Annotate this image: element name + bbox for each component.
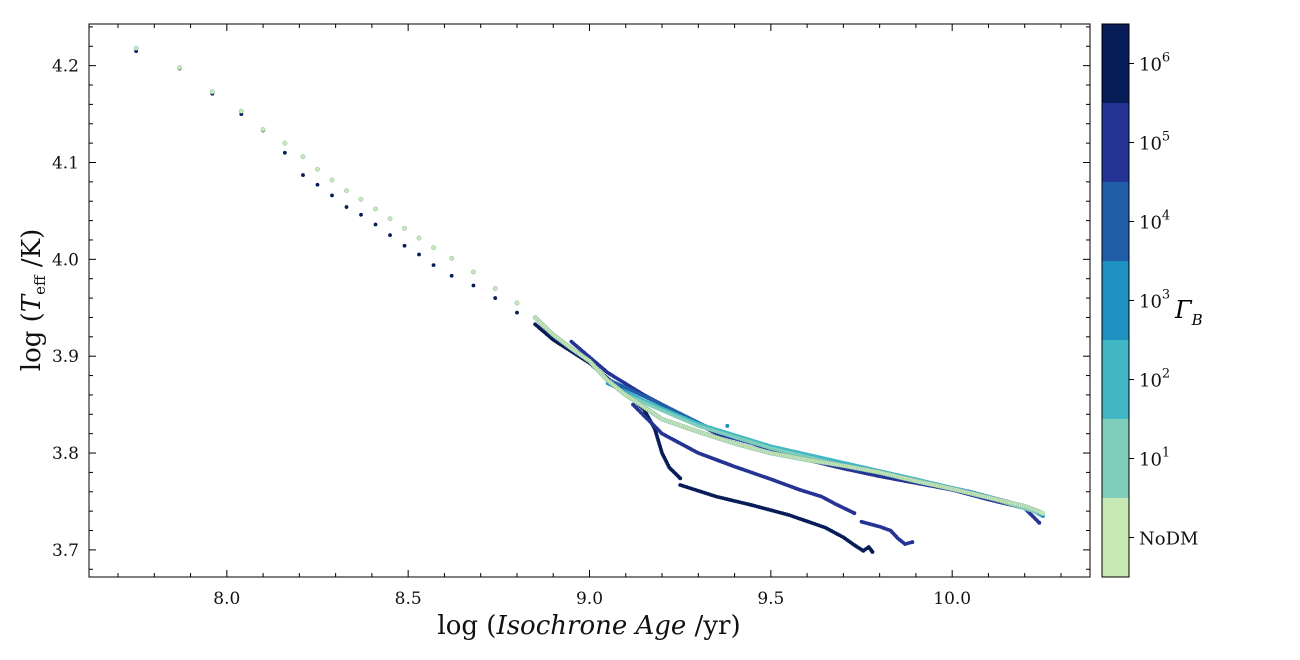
data-point xyxy=(515,310,519,315)
scatter-points-layer xyxy=(133,45,1045,554)
colorbar-tick-labels: NoDM 101 102 103 104 105 106 xyxy=(1129,51,1198,550)
data-point xyxy=(260,127,266,132)
data-point xyxy=(852,511,857,516)
data-point xyxy=(678,476,683,481)
colorbar-tick-label: 103 xyxy=(1139,288,1170,313)
data-point xyxy=(402,243,407,248)
colorbar-tick-label: 106 xyxy=(1139,51,1170,76)
colorbar-tick-label: NoDM xyxy=(1139,529,1198,550)
colorbar-segment xyxy=(1102,24,1129,103)
data-point xyxy=(359,212,363,217)
colorbar-segment xyxy=(1102,498,1129,577)
data-point xyxy=(1037,520,1042,525)
axis-ticks xyxy=(89,24,1090,577)
data-point xyxy=(344,188,349,193)
data-point xyxy=(358,196,364,202)
colorbar-tick-label: 101 xyxy=(1139,446,1170,471)
data-point xyxy=(330,193,334,198)
colorbar-segment xyxy=(1102,419,1129,498)
data-point xyxy=(300,154,306,160)
data-point xyxy=(315,182,320,187)
data-point xyxy=(329,177,335,183)
data-point xyxy=(388,233,392,238)
data-point xyxy=(471,283,476,288)
colorbar-segment xyxy=(1102,340,1129,419)
data-point xyxy=(493,296,498,300)
data-point xyxy=(492,285,498,291)
data-point xyxy=(416,235,422,241)
colorbar-segment xyxy=(1102,103,1129,182)
y-tick-label: 4.2 xyxy=(52,57,79,77)
colorbar-tick-label: 102 xyxy=(1139,367,1170,392)
colorbar-title: ΓB xyxy=(1174,296,1203,329)
data-point xyxy=(431,263,436,268)
colorbar-segment xyxy=(1102,261,1129,340)
data-point xyxy=(315,166,320,172)
y-tick-label: 4.0 xyxy=(52,250,79,270)
y-tick-label: 3.7 xyxy=(52,541,79,561)
y-tick-label: 3.8 xyxy=(52,444,79,464)
x-axis-label: log (Isochrone Age /yr) xyxy=(437,611,740,641)
data-point xyxy=(402,225,407,231)
x-tick-label: 8.5 xyxy=(395,589,422,609)
x-tick-label: 8.0 xyxy=(213,589,240,609)
colorbar-tick-label: 104 xyxy=(1139,209,1170,234)
y-tick-label: 4.1 xyxy=(52,153,79,173)
data-point xyxy=(344,205,349,209)
data-point xyxy=(387,216,393,222)
data-point xyxy=(133,45,139,51)
plot-frame xyxy=(88,23,1091,578)
colorbar-segment xyxy=(1102,182,1129,261)
y-tick-labels: 3.7 3.8 3.9 4.0 4.1 4.2 xyxy=(52,57,79,561)
data-point xyxy=(177,65,183,70)
colorbar xyxy=(1102,24,1129,577)
data-point xyxy=(282,150,287,155)
data-point xyxy=(238,108,244,114)
x-tick-label: 10.0 xyxy=(933,589,971,609)
data-point xyxy=(431,245,436,251)
y-tick-label: 3.9 xyxy=(52,347,79,367)
data-point xyxy=(373,222,378,227)
data-point xyxy=(514,300,520,306)
data-point xyxy=(282,140,288,146)
y-axis-label: log (Teff /K) xyxy=(17,229,49,372)
data-point xyxy=(449,273,454,278)
data-point xyxy=(1040,511,1045,516)
data-point xyxy=(870,549,875,554)
data-point xyxy=(725,423,730,428)
data-point xyxy=(449,255,455,261)
data-point xyxy=(209,89,215,95)
series-nodm xyxy=(133,45,1045,516)
x-tick-label: 9.0 xyxy=(576,589,603,609)
colorbar-tick-label: 105 xyxy=(1139,130,1170,155)
data-point xyxy=(373,206,378,212)
series-gamma-1e5 xyxy=(569,339,1042,546)
data-point xyxy=(910,540,915,545)
data-point xyxy=(301,173,305,177)
x-tick-labels: 8.0 8.5 9.0 9.5 10.0 xyxy=(213,589,971,609)
data-point xyxy=(417,252,421,257)
data-point xyxy=(471,269,476,275)
x-tick-label: 9.5 xyxy=(757,589,784,609)
